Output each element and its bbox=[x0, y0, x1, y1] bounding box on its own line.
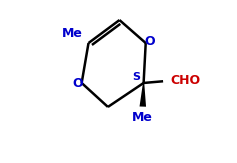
Text: Me: Me bbox=[62, 27, 83, 40]
Text: Me: Me bbox=[132, 111, 153, 124]
Text: CHO: CHO bbox=[170, 74, 200, 87]
Text: O: O bbox=[72, 77, 83, 90]
Text: S: S bbox=[132, 72, 140, 82]
Polygon shape bbox=[140, 83, 146, 107]
Text: O: O bbox=[145, 35, 155, 48]
